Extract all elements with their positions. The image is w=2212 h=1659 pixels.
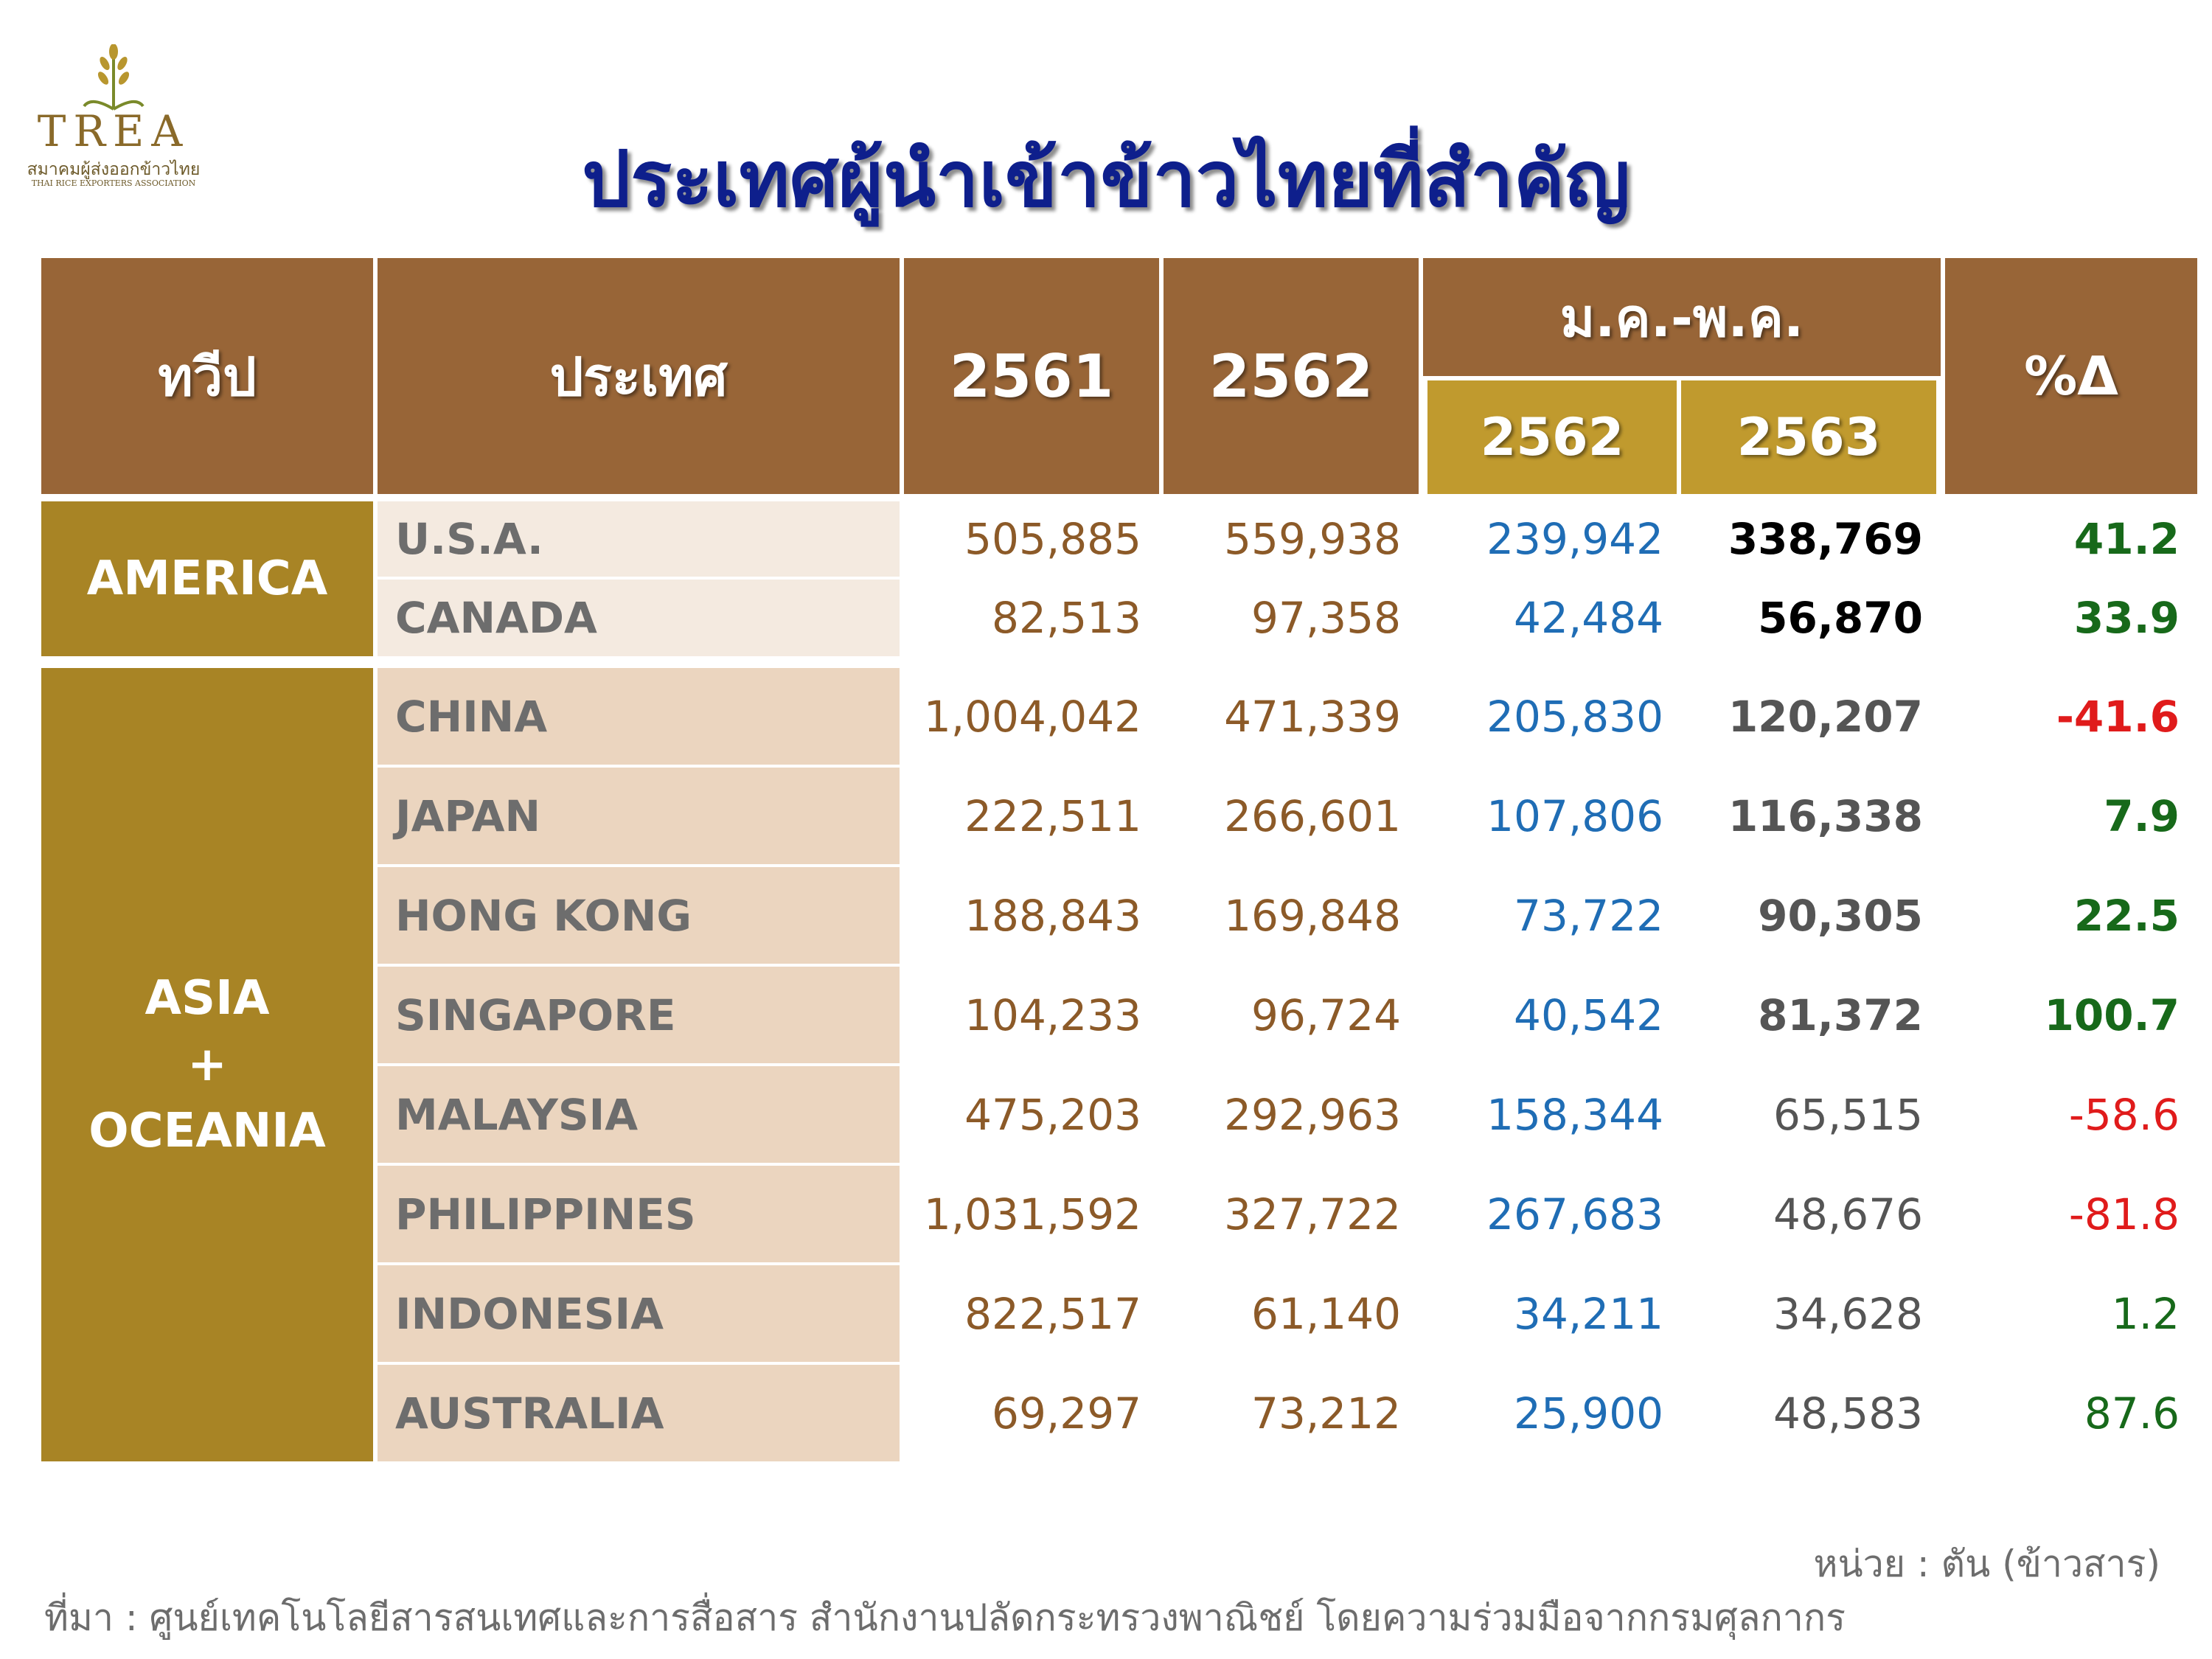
country-cell: HONG KONG [378, 867, 900, 964]
value-change: 41.2 [2073, 514, 2180, 564]
value-y-2562: 559,938 [1224, 514, 1401, 564]
value-p-2562: 267,683 [1486, 1189, 1663, 1239]
value-p-2562: 25,900 [1514, 1388, 1663, 1439]
country-cell: JAPAN [378, 768, 900, 864]
value-p-2562: 42,484 [1514, 593, 1663, 643]
value-y-2562: 292,963 [1224, 1089, 1401, 1140]
value-p-2562: 239,942 [1486, 514, 1663, 564]
header-year-2562: 2562 [1164, 258, 1419, 494]
value-change: -81.8 [2068, 1189, 2180, 1239]
value-p-2563: 120,207 [1728, 691, 1923, 742]
logo-wordmark: TREA [37, 106, 190, 156]
value-p-2562: 158,344 [1486, 1089, 1663, 1140]
value-change: -58.6 [2068, 1089, 2180, 1140]
value-y-2561: 82,513 [992, 593, 1141, 643]
logo-english-text: THAI RICE EXPORTERS ASSOCIATION [31, 178, 196, 188]
country-cell: CHINA [378, 668, 900, 765]
value-y-2561: 1,004,042 [923, 691, 1141, 742]
value-p-2563: 48,583 [1773, 1388, 1923, 1439]
value-y-2561: 1,031,592 [923, 1189, 1141, 1239]
value-change: 22.5 [2073, 890, 2180, 941]
region-asia-oceania: ASIA + OCEANIA [41, 668, 373, 1461]
value-p-2562: 73,722 [1514, 890, 1663, 941]
value-y-2561: 822,517 [964, 1288, 1141, 1339]
header-percent-change: %Δ [1945, 258, 2197, 494]
value-y-2562: 471,339 [1224, 691, 1401, 742]
value-change: 87.6 [2084, 1388, 2180, 1439]
header-period-2563: 2563 [1681, 380, 1936, 494]
country-cell: AUSTRALIA [378, 1365, 900, 1461]
value-y-2562: 73,212 [1251, 1388, 1401, 1439]
value-p-2563: 48,676 [1773, 1189, 1923, 1239]
header-period-2562: 2562 [1427, 380, 1677, 494]
region-asia-oceania-label: ASIA + OCEANIA [88, 971, 326, 1158]
value-change: 1.2 [2111, 1288, 2180, 1339]
value-p-2563: 338,769 [1728, 514, 1923, 564]
value-p-2563: 56,870 [1758, 593, 1923, 643]
country-cell: CANADA [378, 580, 900, 656]
value-p-2563: 90,305 [1758, 890, 1923, 941]
value-y-2562: 97,358 [1251, 593, 1401, 643]
value-change: 7.9 [2104, 790, 2180, 841]
value-y-2562: 327,722 [1224, 1189, 1401, 1239]
country-cell: SINGAPORE [378, 967, 900, 1063]
country-cell: INDONESIA [378, 1265, 900, 1362]
country-cell: PHILIPPINES [378, 1166, 900, 1262]
country-cell: MALAYSIA [378, 1066, 900, 1163]
value-y-2562: 61,140 [1251, 1288, 1401, 1339]
value-y-2561: 222,511 [964, 790, 1141, 841]
unit-note: หน่วย : ตัน (ข้าวสาร) [1813, 1543, 2160, 1585]
value-y-2562: 96,724 [1251, 990, 1401, 1040]
value-y-2562: 266,601 [1224, 790, 1401, 841]
value-p-2563: 34,628 [1773, 1288, 1923, 1339]
value-change: -41.6 [2056, 691, 2180, 742]
value-p-2563: 65,515 [1773, 1089, 1923, 1140]
value-p-2562: 40,542 [1514, 990, 1663, 1040]
page-title: ประเทศผู้นำเข้าข้าวไทยที่สำคัญ [582, 134, 1630, 224]
logo-thai-text: สมาคมผู้ส่งออกข้าวไทย [27, 160, 201, 179]
value-change: 33.9 [2073, 593, 2180, 643]
value-p-2562: 107,806 [1486, 790, 1663, 841]
value-p-2562: 34,211 [1514, 1288, 1663, 1339]
trea-logo: TREA สมาคมผู้ส่งออกข้าวไทย THAI RICE EXP… [18, 44, 209, 192]
value-p-2562: 205,830 [1486, 691, 1663, 742]
header-country: ประเทศ [378, 258, 900, 494]
value-y-2561: 505,885 [964, 514, 1141, 564]
rice-stalk-icon [83, 44, 145, 111]
value-y-2561: 69,297 [992, 1388, 1141, 1439]
value-y-2561: 104,233 [964, 990, 1141, 1040]
value-p-2563: 116,338 [1728, 790, 1923, 841]
value-p-2563: 81,372 [1758, 990, 1923, 1040]
value-y-2562: 169,848 [1224, 890, 1401, 941]
region-america: AMERICA [41, 501, 373, 656]
header-year-2561: 2561 [904, 258, 1159, 494]
value-y-2561: 475,203 [964, 1089, 1141, 1140]
value-y-2561: 188,843 [964, 890, 1141, 941]
source-note: ที่มา : ศูนย์เทคโนโลยีสารสนเทศและการสื่อ… [44, 1596, 1846, 1639]
header-period: ม.ค.-พ.ค. [1423, 258, 1941, 376]
value-change: 100.7 [2044, 990, 2180, 1040]
country-cell: U.S.A. [378, 501, 900, 577]
header-region: ทวีป [41, 258, 373, 494]
